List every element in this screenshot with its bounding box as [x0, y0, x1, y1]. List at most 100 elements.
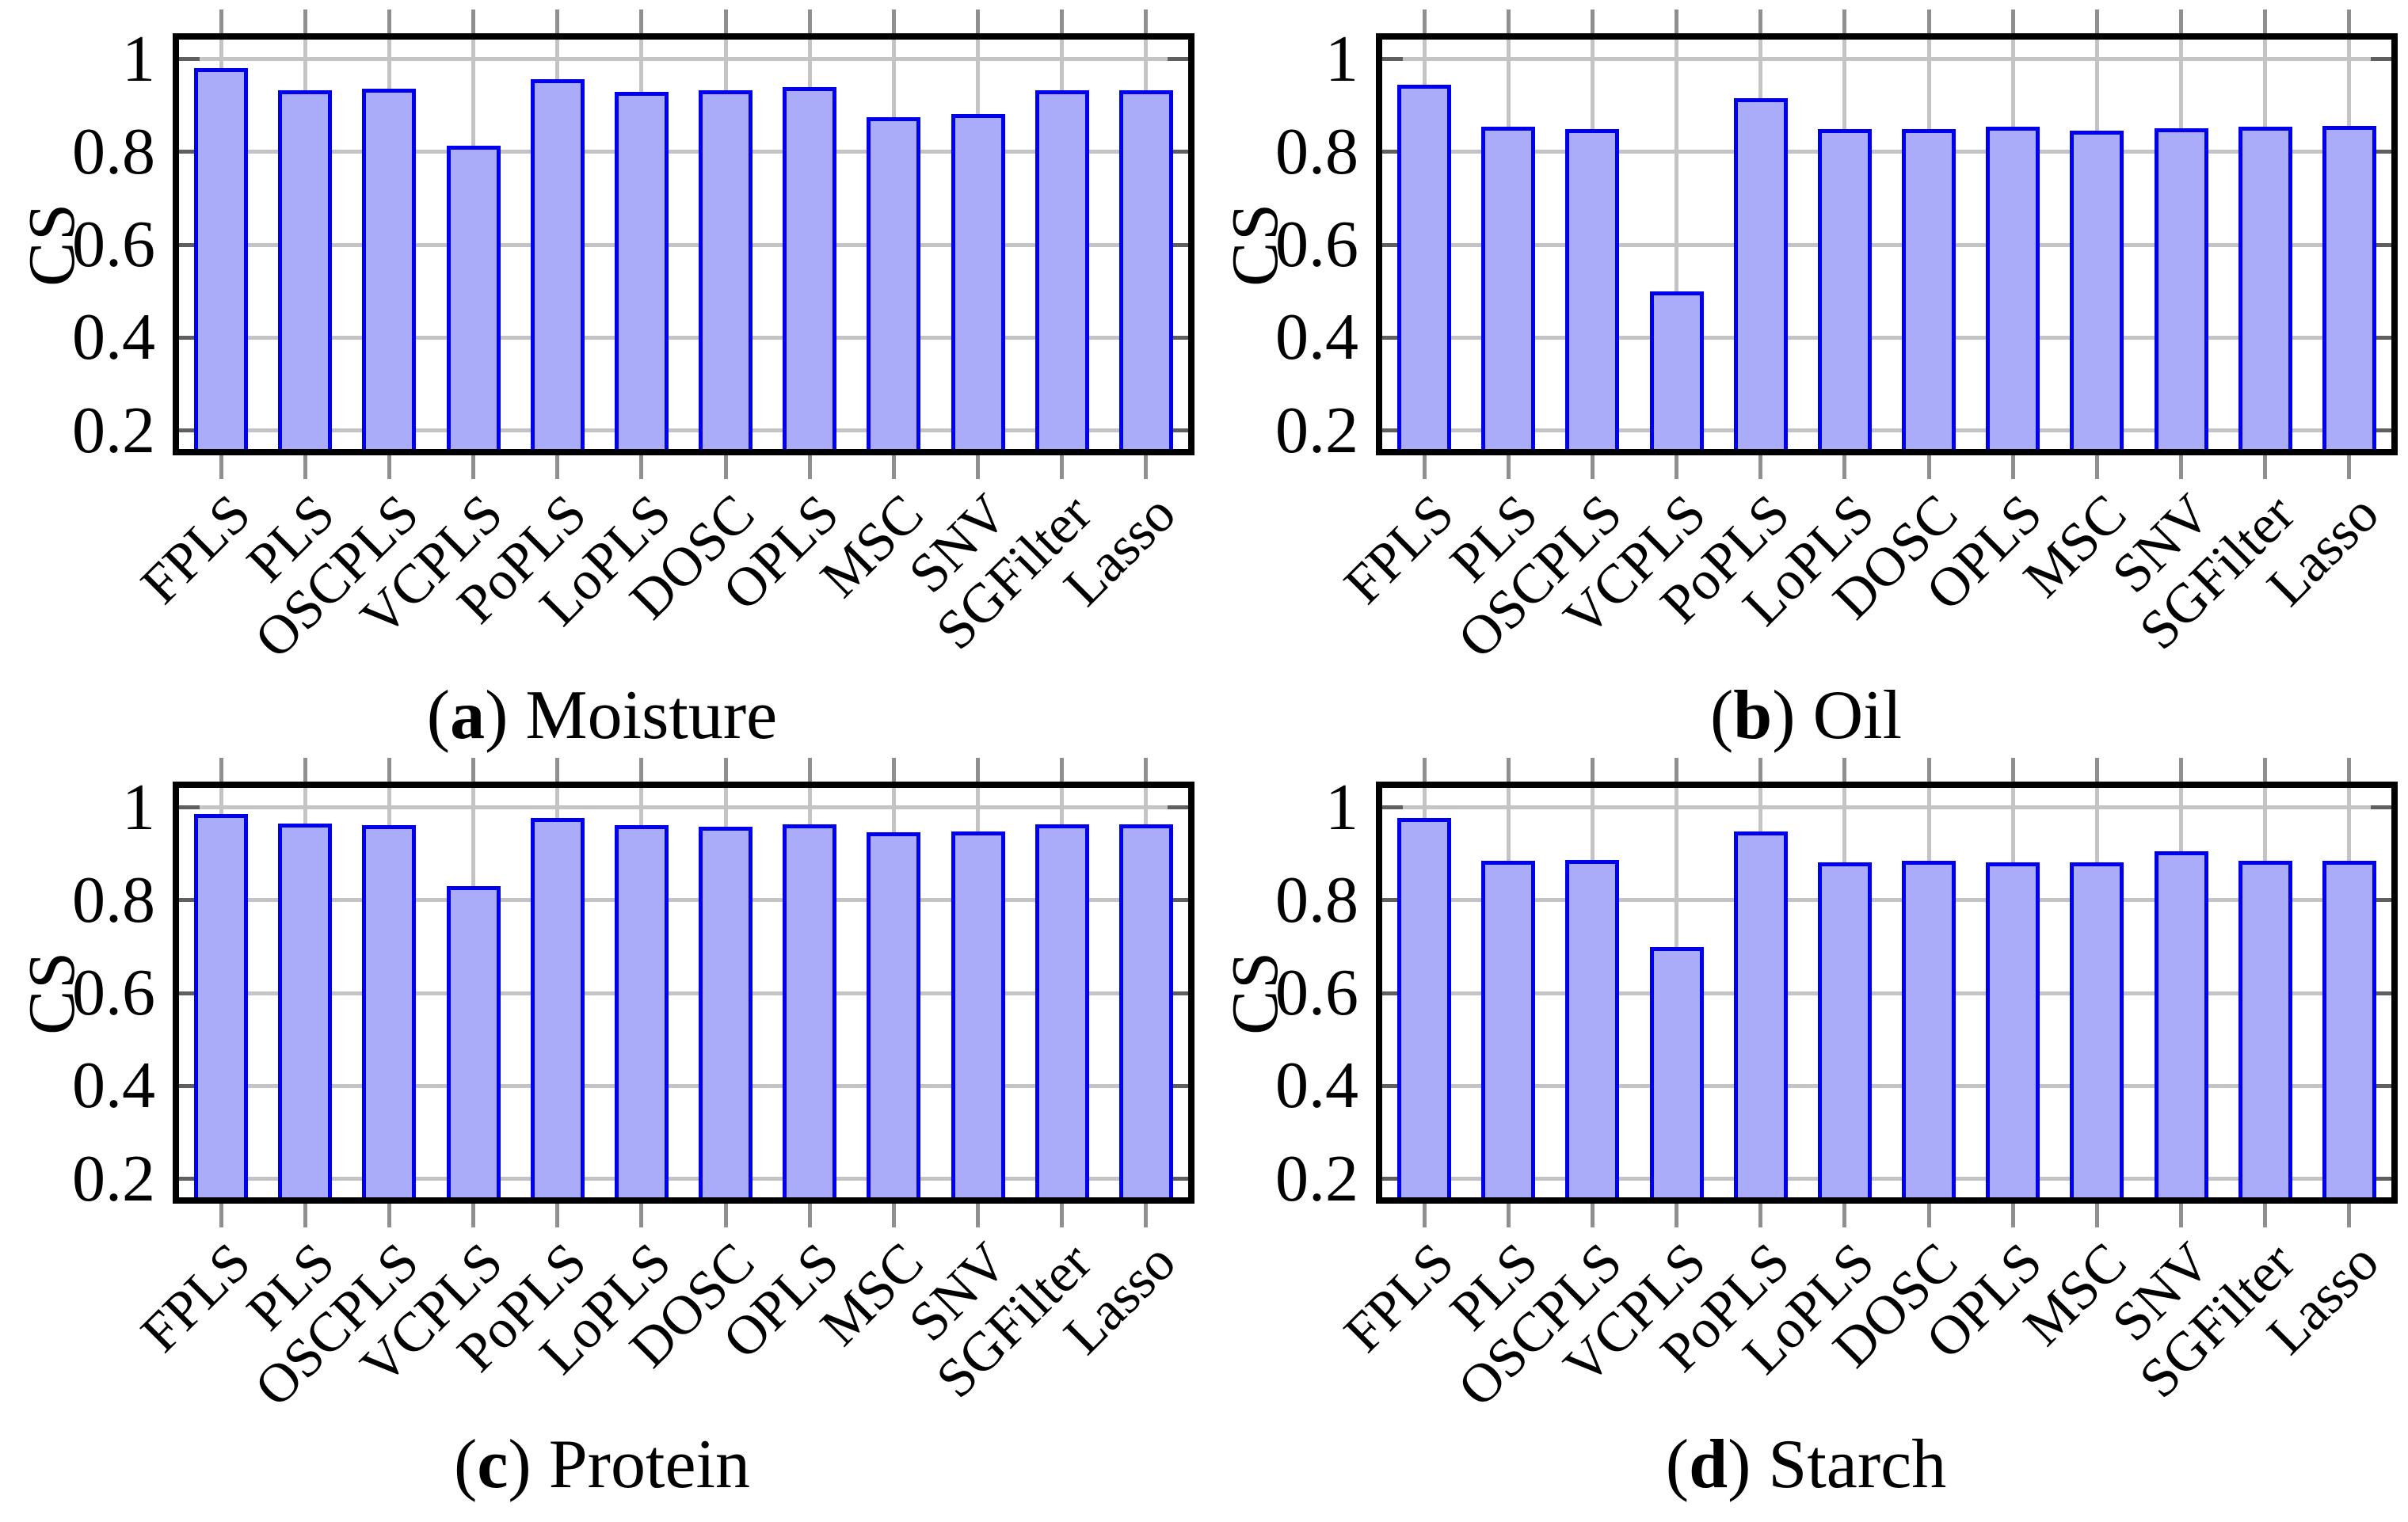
x-tick-top — [723, 758, 728, 782]
y-tick-right — [2371, 991, 2391, 995]
x-tick-bottom — [891, 455, 896, 479]
x-tick-top — [1144, 758, 1149, 782]
caption-paren-open: ( — [1709, 677, 1734, 754]
y-tick-label: 1 — [122, 21, 155, 96]
bar-pls — [278, 90, 333, 449]
x-tick-top — [2179, 758, 2184, 782]
y-gridline — [1382, 242, 2391, 247]
x-tick-bottom — [387, 455, 391, 479]
y-gridline — [179, 428, 1188, 433]
y-tick-label: 0.6 — [72, 207, 155, 282]
bar-opls — [783, 86, 837, 449]
y-gridline — [179, 1177, 1188, 1181]
x-tick-bottom — [1590, 455, 1595, 479]
caption-paren-close: ) — [485, 677, 509, 754]
x-tick-top — [1926, 10, 1931, 33]
bar-vcpls — [446, 885, 501, 1197]
bar-popls — [1733, 97, 1788, 449]
x-tick-bottom — [891, 1204, 896, 1227]
x-tick-top — [1422, 758, 1427, 782]
y-tick-right — [2371, 335, 2391, 340]
y-tick-label: 0.2 — [1275, 393, 1358, 467]
x-tick-top — [1590, 758, 1595, 782]
x-tick-top — [1144, 10, 1149, 33]
bar-snv — [2154, 850, 2208, 1197]
x-tick-bottom — [1422, 1204, 1427, 1227]
y-gridline — [179, 991, 1188, 995]
y-gridline — [179, 1083, 1188, 1088]
x-tick-top — [2263, 758, 2268, 782]
x-tick-top — [1422, 10, 1427, 33]
y-tick-right — [1168, 805, 1188, 810]
y-tick-left — [1382, 57, 1403, 62]
bar-dosc — [1902, 128, 1956, 449]
x-tick-top — [1842, 10, 1847, 33]
bar-lopls — [614, 824, 669, 1197]
x-tick-bottom — [2347, 1204, 2352, 1227]
y-gridline — [179, 898, 1188, 903]
y-gridline — [1382, 991, 2391, 995]
y-tick-left — [179, 1083, 200, 1088]
y-tick-right — [1168, 991, 1188, 995]
x-tick-top — [387, 758, 391, 782]
y-tick-right — [2371, 1083, 2391, 1088]
x-tick-top — [471, 758, 476, 782]
caption-paren-close: ) — [1728, 1426, 1751, 1503]
y-gridline — [179, 335, 1188, 340]
caption-letter: c — [477, 1426, 509, 1503]
x-tick-bottom — [2347, 455, 2352, 479]
x-tick-bottom — [471, 455, 476, 479]
x-tick-top — [1842, 758, 1847, 782]
x-tick-bottom — [555, 455, 560, 479]
y-tick-left — [179, 242, 200, 247]
x-tick-top — [1758, 10, 1763, 33]
y-tick-left — [179, 991, 200, 995]
bar-pls — [1481, 126, 1536, 449]
x-tick-top — [2263, 10, 2268, 33]
y-tick-left — [1382, 1083, 1403, 1088]
x-tick-bottom — [1144, 1204, 1149, 1227]
caption-paren-open: ( — [426, 677, 451, 754]
bar-lasso — [1118, 89, 1173, 449]
y-tick-label: 0.6 — [1275, 956, 1358, 1030]
caption-starch: (d) Starch — [1666, 1426, 1946, 1504]
y-tick-left — [179, 57, 200, 62]
y-tick-label: 0.8 — [1275, 114, 1358, 188]
x-tick-top — [1506, 10, 1511, 33]
y-tick-label: 0.4 — [72, 1048, 155, 1123]
y-tick-label: 1 — [122, 770, 155, 844]
x-tick-top — [219, 758, 223, 782]
y-tick-left — [1382, 428, 1403, 433]
y-tick-right — [1168, 242, 1188, 247]
bar-oscpls — [362, 825, 417, 1197]
x-tick-bottom — [1758, 455, 1763, 479]
x-tick-top — [2094, 758, 2099, 782]
caption-letter: a — [450, 677, 486, 754]
x-tick-bottom — [303, 1204, 307, 1227]
bar-msc — [2070, 131, 2124, 449]
bar-msc — [2070, 862, 2124, 1197]
x-tick-bottom — [1842, 1204, 1847, 1227]
x-tick-top — [303, 10, 307, 33]
bar-opls — [783, 824, 837, 1197]
y-tick-left — [1382, 1177, 1403, 1181]
y-tick-left — [1382, 150, 1403, 154]
x-tick-top — [2094, 10, 2099, 33]
y-tick-label: 0.4 — [1275, 1048, 1358, 1123]
bar-sgfilter — [1034, 824, 1089, 1197]
x-tick-top — [555, 758, 560, 782]
y-tick-left — [1382, 805, 1403, 810]
x-tick-bottom — [1842, 455, 1847, 479]
y-tick-left — [179, 428, 200, 433]
bar-vcpls — [1649, 291, 1704, 449]
caption-paren-close: ) — [1772, 677, 1796, 754]
bar-oscpls — [362, 89, 417, 449]
x-tick-top — [1758, 758, 1763, 782]
bar-lopls — [1817, 129, 1872, 449]
bar-fpls — [1397, 817, 1452, 1197]
y-tick-right — [2371, 805, 2391, 810]
